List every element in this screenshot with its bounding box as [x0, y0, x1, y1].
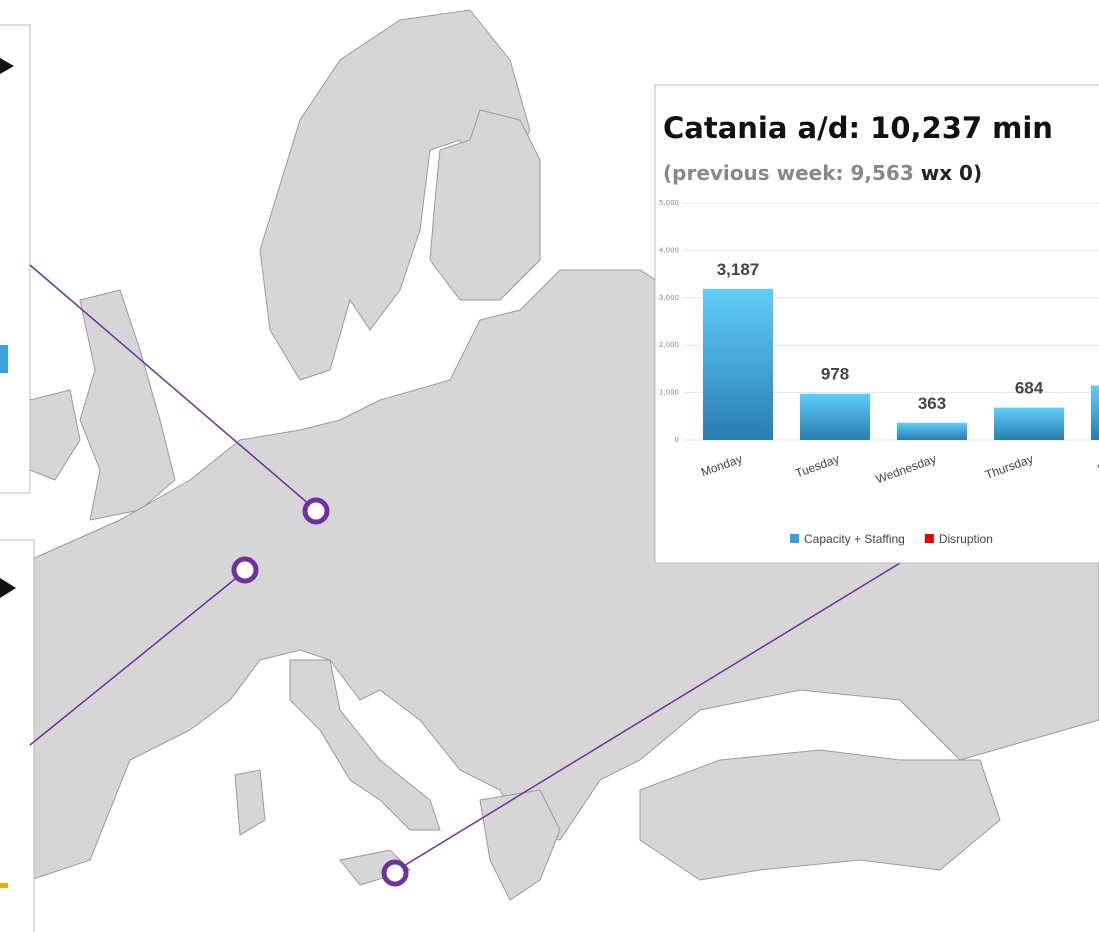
- legend-swatch: [790, 534, 799, 543]
- value-label: 684: [1015, 379, 1044, 398]
- left-panel: [0, 539, 35, 932]
- y-tick-label: 3,000: [659, 294, 679, 302]
- value-label: 363: [918, 394, 946, 413]
- connectors: [29, 264, 906, 887]
- chevron: [0, 578, 16, 598]
- bar-fragment: [0, 345, 8, 373]
- greece: [479, 789, 561, 901]
- turkey: [639, 749, 1001, 881]
- bar-fragment: [0, 883, 8, 888]
- value-label: 978: [821, 365, 849, 384]
- sardinia: [234, 769, 266, 836]
- legend-swatch: [924, 534, 934, 543]
- finland: [429, 109, 541, 301]
- y-tick-label: 5,000: [659, 199, 679, 207]
- left-panels: [0, 24, 35, 932]
- subtitle-part: (previous week: 9,563: [663, 161, 921, 185]
- left-panel: [0, 24, 31, 494]
- y-tick-label: 2,000: [659, 341, 679, 349]
- chart-title: Catania a/d: 10,237 min: [663, 111, 1053, 145]
- bar: [1091, 385, 1099, 440]
- y-tick-label: 4,000: [659, 246, 679, 254]
- bar: [897, 422, 967, 440]
- sicily: [339, 849, 411, 886]
- airport-marker: [231, 556, 259, 584]
- y-tick-label: 1,000: [659, 389, 679, 397]
- bar: [703, 288, 773, 440]
- bar: [994, 407, 1064, 440]
- chevron: [0, 58, 14, 74]
- y-tick-label: 0: [675, 436, 679, 444]
- connector-line: [29, 264, 311, 506]
- airport-marker: [302, 497, 330, 525]
- subtitle-part: wx 0: [921, 161, 973, 185]
- ireland: [29, 389, 81, 481]
- bar: [800, 393, 870, 440]
- subtitle-part: ): [973, 161, 982, 185]
- x-tick-label: Friday: [1096, 452, 1099, 477]
- airport-marker: [381, 859, 409, 887]
- connector-line: [29, 574, 241, 746]
- italy: [289, 659, 441, 831]
- legend-label: Capacity + Staffing: [804, 532, 905, 546]
- value-label: 3,187: [717, 260, 760, 279]
- great-britain: [79, 289, 176, 521]
- chart-subtitle: (previous week: 9,563 wx 0): [663, 161, 982, 185]
- scandinavia: [259, 9, 531, 381]
- connector-line: [401, 559, 906, 868]
- legend-label: Disruption: [939, 532, 993, 546]
